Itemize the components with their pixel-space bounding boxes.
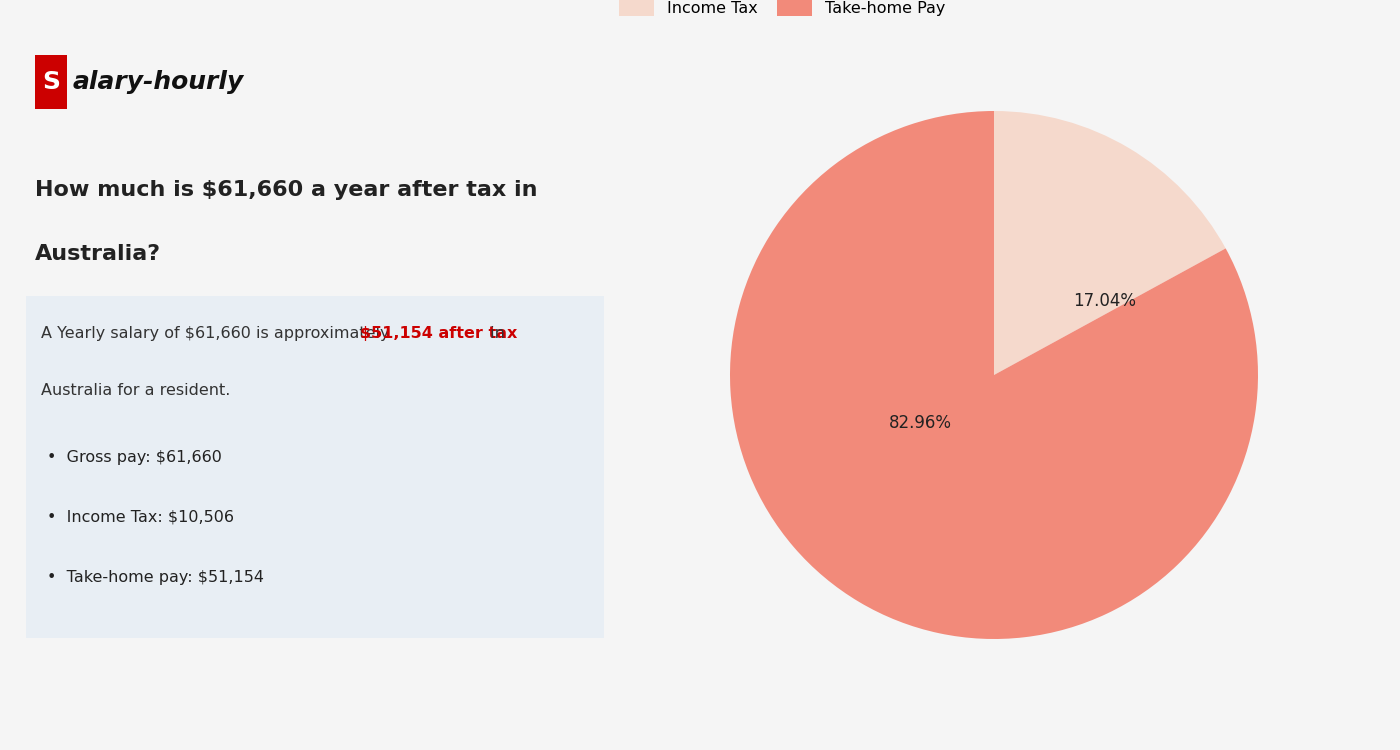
Text: in: in [484, 326, 504, 341]
Text: Australia for a resident.: Australia for a resident. [41, 382, 231, 398]
Text: A Yearly salary of $61,660 is approximately: A Yearly salary of $61,660 is approximat… [41, 326, 395, 341]
Text: $51,154 after tax: $51,154 after tax [360, 326, 517, 341]
Text: S: S [42, 70, 60, 94]
Text: 17.04%: 17.04% [1074, 292, 1137, 310]
Wedge shape [729, 111, 1259, 639]
Legend: Income Tax, Take-home Pay: Income Tax, Take-home Pay [619, 0, 945, 16]
Text: Australia?: Australia? [35, 244, 161, 264]
Text: •  Take-home pay: $51,154: • Take-home pay: $51,154 [48, 570, 265, 585]
Wedge shape [994, 111, 1225, 375]
Text: How much is $61,660 a year after tax in: How much is $61,660 a year after tax in [35, 180, 538, 200]
Text: alary-hourly: alary-hourly [73, 70, 244, 94]
Text: 82.96%: 82.96% [889, 413, 952, 431]
FancyBboxPatch shape [35, 55, 67, 109]
FancyBboxPatch shape [27, 296, 603, 638]
Text: •  Income Tax: $10,506: • Income Tax: $10,506 [48, 510, 234, 525]
Text: •  Gross pay: $61,660: • Gross pay: $61,660 [48, 450, 223, 465]
